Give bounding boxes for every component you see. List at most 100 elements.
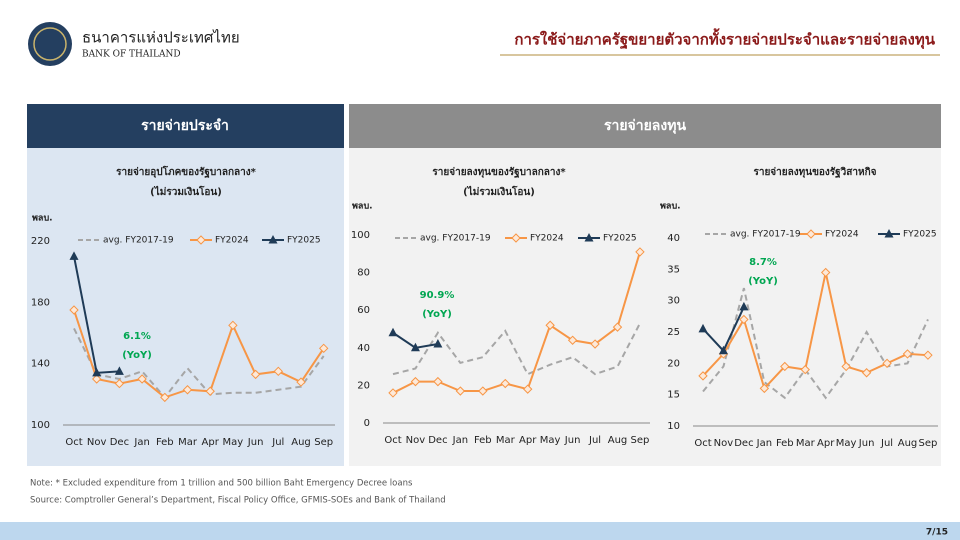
panel-body (27, 148, 344, 466)
marker (806, 229, 816, 239)
chart-title: รายจ่ายลงทุนของรัฐบาลกลาง* (432, 166, 566, 178)
y-axis-label: พลบ. (352, 202, 373, 212)
legend-label: FY2024 (215, 236, 249, 246)
marker (196, 235, 206, 245)
marker (590, 339, 600, 349)
x-tick-label: May (836, 438, 857, 449)
marker (433, 339, 443, 348)
y-tick-label: 100 (31, 420, 50, 431)
marker (522, 384, 533, 394)
marker (739, 301, 749, 311)
x-tick-label: Aug (291, 437, 311, 448)
y-tick-label: 60 (357, 305, 370, 316)
marker (584, 233, 594, 242)
y-tick-label: 180 (31, 297, 50, 308)
annotation: 8.7% (749, 257, 777, 268)
marker (882, 358, 892, 369)
y-tick-label: 10 (667, 421, 680, 432)
org-en: BANK OF THAILAND (82, 50, 181, 60)
source: Source: Comptroller General’s Department… (30, 496, 446, 506)
y-tick-label: 40 (667, 233, 680, 244)
marker (500, 378, 510, 389)
marker (861, 368, 872, 378)
marker (455, 386, 466, 396)
panel-title: รายจ่ายประจำ (141, 118, 229, 134)
x-tick-label: Sep (314, 437, 333, 448)
y-tick-label: 35 (667, 264, 680, 275)
org-th: ธนาคารแห่งประเทศไทย (82, 29, 240, 47)
y-axis-label: พลบ. (660, 202, 681, 212)
legend-label: FY2024 (530, 234, 564, 244)
marker (780, 361, 790, 372)
x-tick-label: Sep (631, 435, 650, 446)
marker (698, 371, 708, 381)
x-tick-label: Feb (776, 438, 794, 449)
marker (268, 235, 278, 244)
marker (296, 377, 306, 387)
marker (410, 342, 420, 352)
y-tick-label: 20 (357, 380, 370, 391)
x-tick-label: Jan (756, 438, 772, 449)
marker (759, 383, 770, 394)
annotation: 90.9% (420, 290, 455, 301)
marker (318, 343, 329, 354)
chart-subtitle: (ไม่รวมเงินโอน) (150, 185, 222, 198)
x-tick-label: Feb (156, 437, 174, 448)
marker (800, 364, 810, 375)
marker (228, 320, 238, 331)
footer-bar (0, 522, 960, 540)
marker (114, 366, 124, 375)
x-tick-label: Dec (110, 437, 129, 448)
y-tick-label: 220 (31, 236, 50, 247)
x-tick-label: Jul (588, 435, 601, 446)
note: Note: * Excluded expenditure from 1 tril… (30, 479, 413, 489)
marker (137, 374, 147, 384)
panel-header (27, 104, 344, 148)
marker (698, 323, 708, 333)
logo-ring (33, 27, 67, 61)
x-tick-label: Nov (714, 438, 734, 449)
x-tick-label: Mar (796, 438, 816, 449)
legend-label: FY2024 (825, 230, 859, 240)
chart-title: รายจ่ายอุปโภคของรัฐบาลกลาง* (116, 165, 257, 178)
marker (388, 388, 398, 398)
annotation: (YoY) (122, 350, 152, 361)
x-tick-label: Jun (858, 438, 875, 449)
y-tick-label: 20 (667, 358, 680, 369)
page-number: 7/15 (926, 528, 948, 538)
annotation: (YoY) (748, 276, 778, 287)
marker (612, 322, 623, 332)
legend-label: avg. FY2017-19 (103, 236, 174, 246)
marker (388, 327, 398, 337)
y-tick-label: 15 (667, 390, 680, 401)
marker (69, 305, 79, 315)
marker (410, 376, 421, 387)
x-tick-label: Nov (87, 437, 107, 448)
x-tick-label: Aug (898, 438, 918, 449)
marker (545, 320, 555, 330)
marker (567, 335, 578, 345)
panel-title: รายจ่ายลงทุน (604, 118, 686, 134)
y-tick-label: 100 (351, 230, 370, 241)
y-tick-label: 80 (357, 268, 370, 279)
chart-title: รายจ่ายลงทุนของรัฐวิสาหกิจ (753, 166, 876, 178)
x-tick-label: Dec (428, 435, 447, 446)
x-tick-label: Apr (817, 438, 835, 449)
x-tick-label: Feb (474, 435, 492, 446)
marker (250, 369, 261, 380)
marker (635, 247, 645, 257)
annotation: 6.1% (123, 331, 151, 342)
legend-label: FY2025 (903, 230, 937, 240)
x-tick-label: Mar (178, 437, 198, 448)
marker (739, 314, 749, 325)
marker (820, 267, 831, 278)
y-tick-label: 30 (667, 296, 680, 307)
marker (433, 376, 443, 387)
annotation: (YoY) (422, 309, 452, 320)
x-tick-label: Apr (519, 435, 537, 446)
x-tick-label: Jul (271, 437, 284, 448)
y-tick-label: 25 (667, 327, 680, 338)
y-axis-label: พลบ. (32, 214, 53, 224)
marker (841, 361, 851, 372)
